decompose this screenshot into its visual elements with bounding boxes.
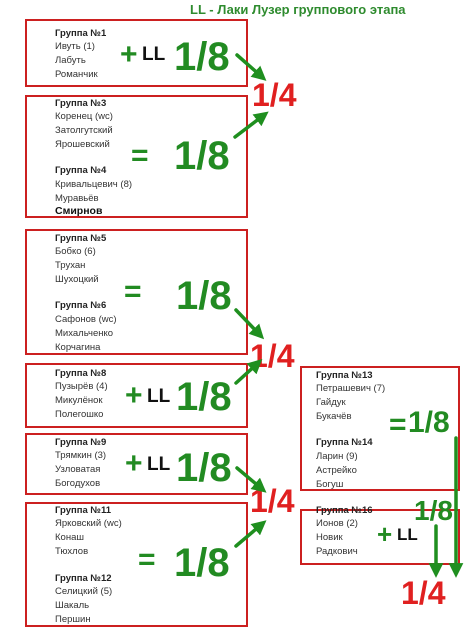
group-title: Группа №6 [55, 300, 107, 311]
player-name: Тюхлов [55, 546, 89, 557]
player-name: Букачёв [316, 411, 352, 422]
player-name: Сафонов (wc) [55, 314, 117, 325]
player-name: Ярошевский [55, 139, 110, 150]
group-title: Группа №13 [316, 370, 373, 381]
advance-arrow [235, 466, 267, 493]
group-box-8 [25, 363, 248, 428]
plus-sign: + [125, 447, 143, 480]
player-name: Смирнов [55, 205, 103, 217]
player-name: Трухан [55, 260, 86, 271]
player-name: Шакаль [55, 600, 90, 611]
group-box-9 [25, 433, 248, 495]
group-title: Группа №9 [55, 437, 107, 448]
round-of-16-label: 1/8 [174, 35, 230, 79]
round-of-16-label: 1/8 [176, 274, 232, 318]
advance-arrow [234, 308, 265, 340]
player-name: Ивуть (1) [55, 41, 95, 52]
plus-sign: + [120, 38, 138, 71]
player-name: Михальченко [55, 328, 114, 339]
group-box-16 [300, 509, 460, 565]
player-name: Полегошко [55, 409, 104, 420]
player-name: Шухоцкий [55, 274, 99, 285]
advance-arrow [235, 53, 267, 81]
player-name: Новик [316, 532, 343, 543]
player-name: Гайдук [316, 397, 346, 408]
group-box-5-6 [25, 229, 248, 355]
group-box-13-14 [300, 366, 460, 491]
round-of-16-label: 1/8 [174, 134, 230, 178]
page-title: LL - Лаки Лузер группового этапа [190, 2, 406, 17]
lucky-loser-label: LL [147, 386, 171, 407]
round-of-16-label: 1/8 [176, 446, 232, 490]
player-name: Лабуть [55, 55, 86, 66]
round-of-16-label: 1/8 [414, 495, 453, 526]
lucky-loser-label: LL [397, 525, 418, 544]
lucky-loser-label: LL [147, 454, 171, 475]
player-name: Першин [55, 614, 91, 625]
player-name: Романчик [55, 69, 98, 80]
player-name: Ярковский (wc) [55, 518, 122, 529]
player-name: Пузырёв (4) [55, 381, 108, 392]
group-title: Группа №14 [316, 437, 373, 448]
player-name: Узловатая [55, 464, 101, 475]
group-title: Группа №11 [55, 505, 112, 516]
player-name: Ларин (9) [316, 451, 358, 462]
player-name: Конаш [55, 532, 84, 543]
player-name: Микулёнок [55, 395, 103, 406]
group-title: Группа №16 [316, 505, 373, 516]
player-name: Муравьёв [55, 193, 99, 204]
round-of-16-label: 1/8 [176, 375, 232, 419]
player-name: Ионов (2) [316, 518, 358, 529]
player-name: Богодухов [55, 478, 101, 489]
group-title: Группа №5 [55, 233, 107, 244]
quarterfinal-label: 1/4 [401, 575, 446, 611]
player-name: Астрейко [316, 465, 357, 476]
equals-sign: = [389, 408, 407, 441]
round-of-16-label: 1/8 [408, 406, 450, 439]
group-title: Группа №12 [55, 573, 112, 584]
plus-sign: + [125, 379, 143, 412]
lucky-loser-label: LL [142, 44, 166, 65]
group-box-1 [25, 19, 248, 87]
group-title: Группа №3 [55, 98, 107, 109]
player-name: Трямкин (3) [55, 450, 107, 461]
player-name: Петрашевич (7) [316, 383, 386, 394]
advance-arrow [234, 520, 267, 548]
round-of-16-label: 1/8 [174, 541, 230, 585]
player-name: Затолгутский [55, 125, 113, 136]
group-box-3-4 [25, 95, 248, 218]
group-title: Группа №1 [55, 28, 107, 39]
player-name: Богуш [316, 479, 344, 490]
player-name: Бобко (6) [55, 246, 96, 257]
player-name: Корчагина [55, 342, 101, 353]
player-name: Радкович [316, 546, 358, 557]
quarterfinal-label: 1/4 [252, 77, 297, 113]
plus-sign: + [377, 519, 393, 549]
equals-sign: = [124, 275, 142, 308]
equals-sign: = [138, 543, 156, 576]
advance-arrow [234, 359, 263, 385]
group-box-11-12 [25, 502, 248, 627]
player-name: Селицкий (5) [55, 586, 113, 597]
group-title: Группа №4 [55, 165, 107, 176]
equals-sign: = [131, 139, 149, 172]
advance-arrow [233, 111, 269, 139]
player-name: Кривальцевич (8) [55, 179, 133, 190]
group-title: Группа №8 [55, 368, 107, 379]
player-name: Коренец (wc) [55, 111, 113, 122]
